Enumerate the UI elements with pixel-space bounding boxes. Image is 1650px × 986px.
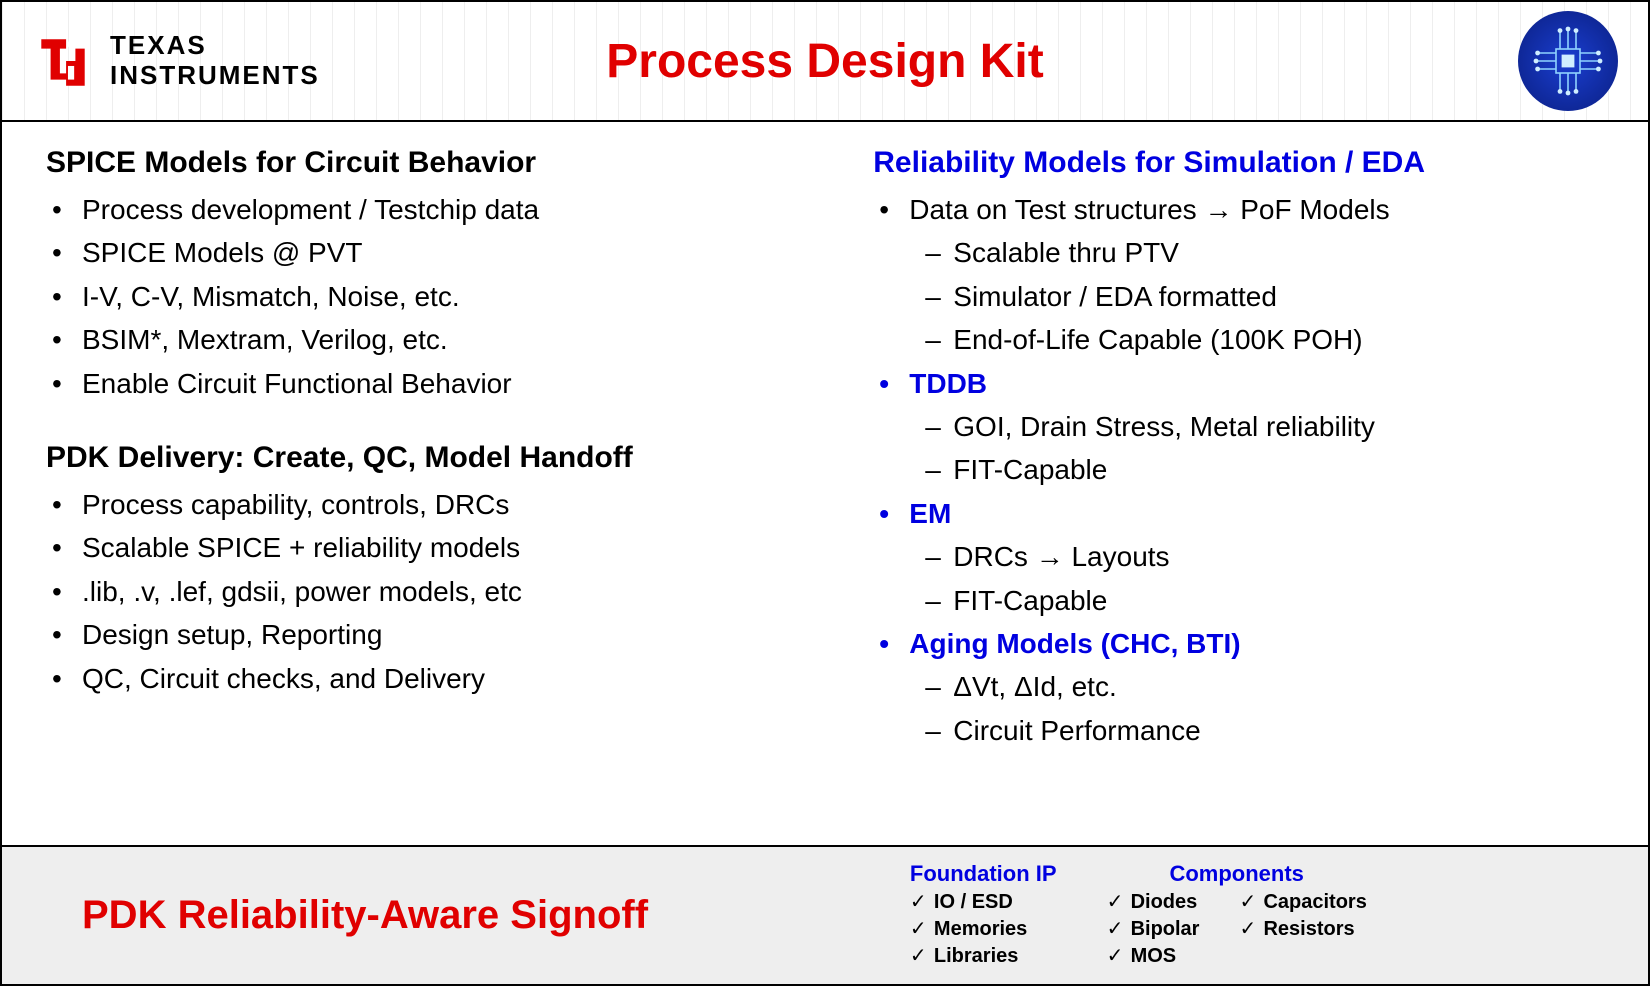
- sub-item: GOI, Drain Stress, Metal reliability: [953, 405, 1604, 448]
- list-item: Scalable SPICE + reliability models: [82, 526, 813, 569]
- list-item: Process development / Testchip data: [82, 188, 813, 231]
- slide-header: TEXAS INSTRUMENTS Process Design Kit: [2, 2, 1648, 122]
- check-item: Libraries: [910, 943, 1057, 970]
- foundation-ip-list: IO / ESD Memories Libraries: [910, 889, 1057, 970]
- slide-title: Process Design Kit: [2, 34, 1648, 89]
- spice-models-heading: SPICE Models for Circuit Behavior: [46, 146, 813, 180]
- list-item: I-V, C-V, Mismatch, Noise, etc.: [82, 275, 813, 318]
- list-item-label: Data on Test structures → PoF Models: [909, 194, 1389, 225]
- sub-list: ΔVt, ΔId, etc. Circuit Performance: [909, 665, 1604, 752]
- list-item-label: Aging Models (CHC, BTI): [909, 628, 1240, 659]
- components-heading: Components: [1107, 861, 1367, 887]
- sub-item: FIT-Capable: [953, 448, 1604, 491]
- sub-item: ΔVt, ΔId, etc.: [953, 665, 1604, 708]
- list-item-aging: Aging Models (CHC, BTI) ΔVt, ΔId, etc. C…: [909, 622, 1604, 752]
- spice-models-list: Process development / Testchip data SPIC…: [46, 188, 813, 405]
- check-item: Bipolar: [1107, 916, 1200, 943]
- sub-item: End-of-Life Capable (100K POH): [953, 318, 1604, 361]
- check-item: MOS: [1107, 943, 1200, 970]
- check-item: Resistors: [1239, 916, 1366, 943]
- list-item-label: TDDB: [909, 368, 987, 399]
- components-pair: Diodes Bipolar MOS Capacitors Resistors: [1107, 889, 1367, 970]
- components-column: Components Diodes Bipolar MOS Capacitors…: [1107, 861, 1367, 970]
- list-item: QC, Circuit checks, and Delivery: [82, 657, 813, 700]
- sub-item: Circuit Performance: [953, 709, 1604, 752]
- list-item: .lib, .v, .lef, gdsii, power models, etc: [82, 570, 813, 613]
- list-item-tddb: TDDB GOI, Drain Stress, Metal reliabilit…: [909, 362, 1604, 492]
- sub-item: Simulator / EDA formatted: [953, 275, 1604, 318]
- pdk-delivery-heading: PDK Delivery: Create, QC, Model Handoff: [46, 441, 813, 475]
- foundation-ip-heading: Foundation IP: [910, 861, 1057, 887]
- footer-columns: Foundation IP IO / ESD Memories Librarie…: [910, 861, 1608, 970]
- slide: TEXAS INSTRUMENTS Process Design Kit: [0, 0, 1650, 986]
- components-list-a: Diodes Bipolar MOS: [1107, 889, 1200, 970]
- sub-item: FIT-Capable: [953, 579, 1604, 622]
- components-list-b: Capacitors Resistors: [1239, 889, 1366, 970]
- reliability-models-list: Data on Test structures → PoF Models Sca…: [873, 188, 1604, 752]
- footer-title: PDK Reliability-Aware Signoff: [82, 893, 850, 938]
- chip-icon: [1518, 11, 1618, 111]
- list-item-label: EM: [909, 498, 951, 529]
- list-item: Data on Test structures → PoF Models Sca…: [909, 188, 1604, 362]
- left-column: SPICE Models for Circuit Behavior Proces…: [46, 146, 813, 829]
- sub-item: DRCs → Layouts: [953, 535, 1604, 578]
- check-item: Capacitors: [1239, 889, 1366, 916]
- list-item-em: EM DRCs → Layouts FIT-Capable: [909, 492, 1604, 622]
- foundation-ip-column: Foundation IP IO / ESD Memories Librarie…: [910, 861, 1057, 970]
- sub-list: GOI, Drain Stress, Metal reliability FIT…: [909, 405, 1604, 492]
- slide-footer: PDK Reliability-Aware Signoff Foundation…: [2, 845, 1648, 984]
- slide-content: SPICE Models for Circuit Behavior Proces…: [2, 122, 1648, 845]
- list-item: SPICE Models @ PVT: [82, 231, 813, 274]
- sub-list: Scalable thru PTV Simulator / EDA format…: [909, 231, 1604, 361]
- sub-list: DRCs → Layouts FIT-Capable: [909, 535, 1604, 622]
- list-item: Design setup, Reporting: [82, 613, 813, 656]
- list-item: BSIM*, Mextram, Verilog, etc.: [82, 318, 813, 361]
- list-item: Process capability, controls, DRCs: [82, 483, 813, 526]
- reliability-models-heading: Reliability Models for Simulation / EDA: [873, 146, 1604, 180]
- list-item: Enable Circuit Functional Behavior: [82, 362, 813, 405]
- check-item: Memories: [910, 916, 1057, 943]
- check-item: Diodes: [1107, 889, 1200, 916]
- pdk-delivery-list: Process capability, controls, DRCs Scala…: [46, 483, 813, 700]
- right-column: Reliability Models for Simulation / EDA …: [873, 146, 1604, 829]
- sub-item: Scalable thru PTV: [953, 231, 1604, 274]
- check-item: IO / ESD: [910, 889, 1057, 916]
